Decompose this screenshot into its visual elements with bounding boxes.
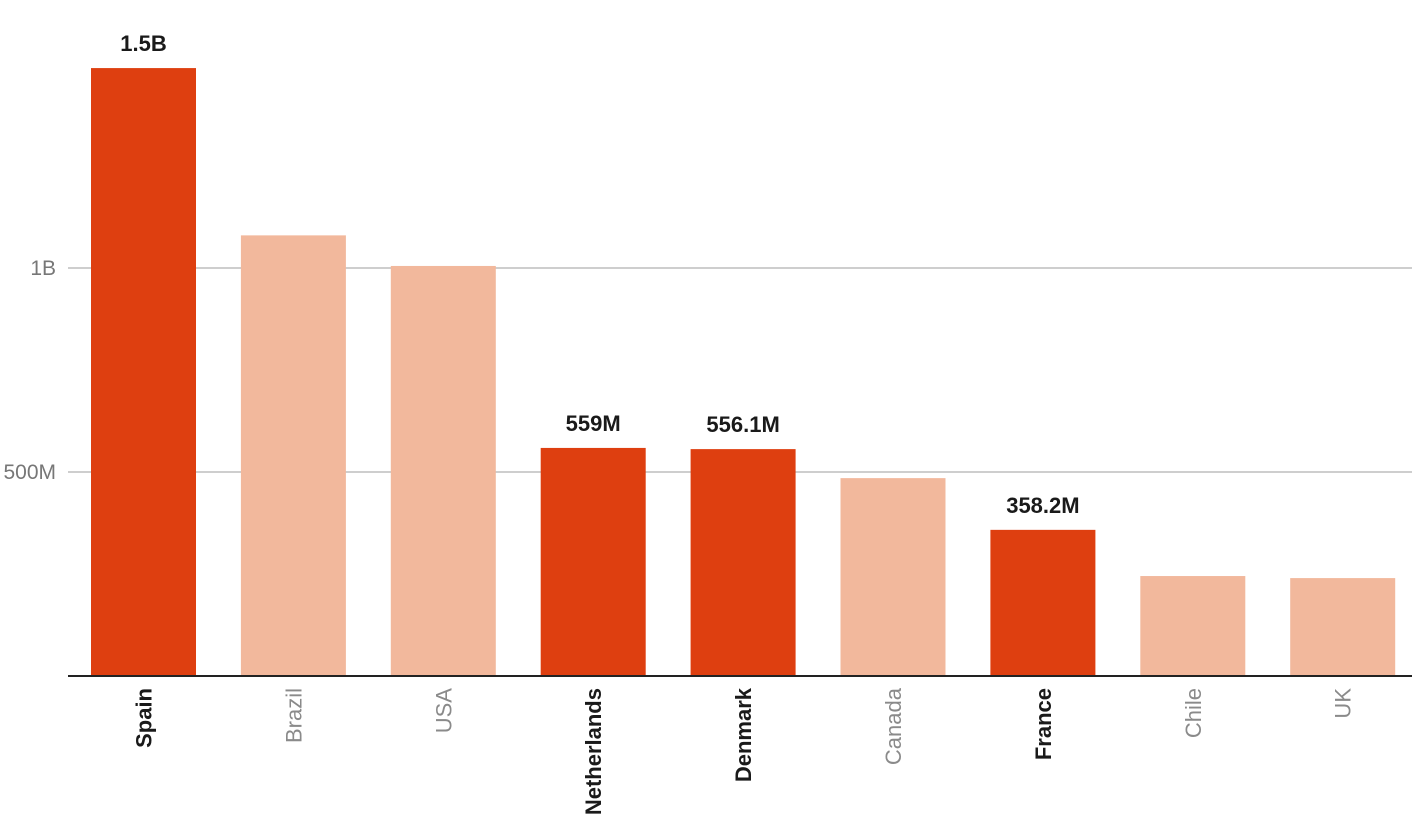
bar-chile xyxy=(1140,576,1246,676)
category-label-netherlands: Netherlands xyxy=(581,688,606,815)
bars xyxy=(91,68,1396,677)
bar-uk xyxy=(1290,578,1396,676)
bar-netherlands xyxy=(540,447,646,676)
category-label-denmark: Denmark xyxy=(731,687,756,782)
category-label-canada: Canada xyxy=(881,687,906,765)
category-label-usa: USA xyxy=(431,688,456,734)
data-label-denmark: 556.1M xyxy=(706,412,779,437)
y-tick-label: 500M xyxy=(3,461,56,484)
category-label-brazil: Brazil xyxy=(281,688,306,743)
data-label-france: 358.2M xyxy=(1006,493,1079,518)
labels: 500M 1B 1.5B Spain Brazil USA 559M Netherlands 5… xyxy=(3,31,1355,815)
y-tick-label: 1B xyxy=(30,257,56,280)
category-label-france: France xyxy=(1031,688,1056,760)
bar-brazil xyxy=(240,235,346,677)
bar-spain xyxy=(91,68,196,676)
data-label-spain: 1.5B xyxy=(120,31,166,56)
bar-usa xyxy=(390,265,496,676)
category-label-uk: UK xyxy=(1331,688,1356,719)
bar-denmark xyxy=(690,449,796,676)
bar-france xyxy=(990,529,1096,676)
bar-canada xyxy=(840,478,946,676)
category-label-spain: Spain xyxy=(132,688,157,748)
data-label-netherlands: 559M xyxy=(566,411,621,436)
category-label-chile: Chile xyxy=(1181,688,1206,738)
